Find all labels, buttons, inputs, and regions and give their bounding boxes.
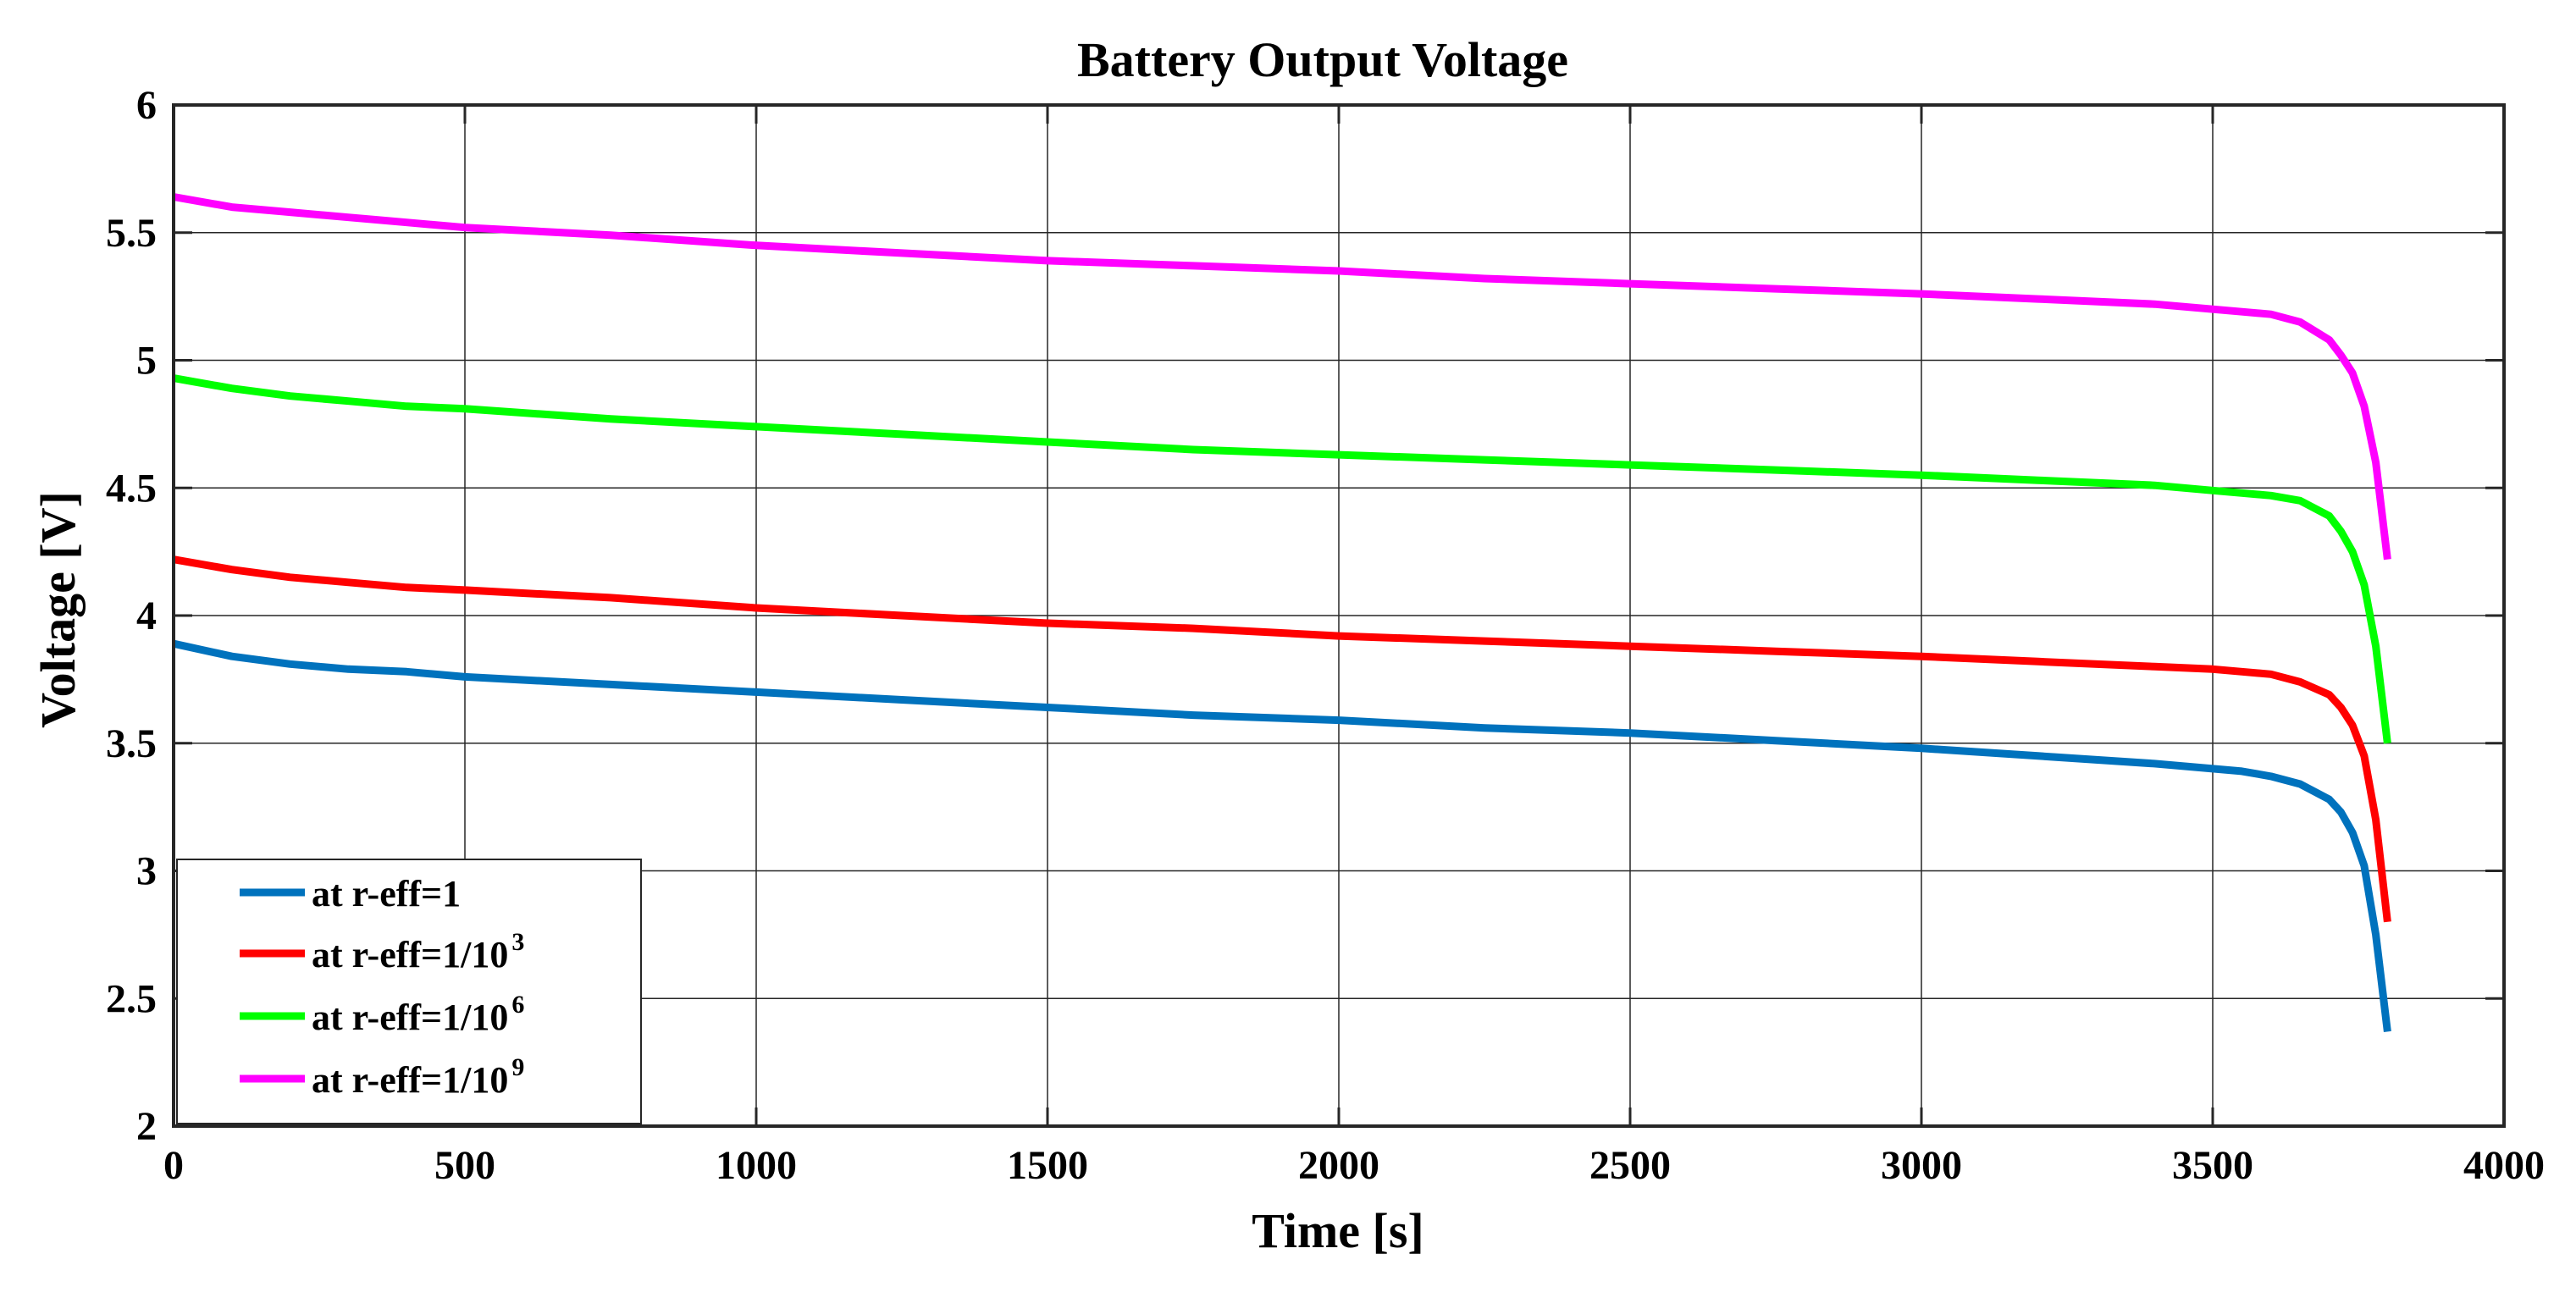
y-tick-label: 3.5: [106, 721, 157, 766]
y-tick-labels: 2 2.5 3 3.5 4 4.5 5 5.5 6: [106, 83, 157, 1149]
y-tick-label: 2: [136, 1104, 157, 1149]
legend: at r-eff=1 at r-eff=1/10 3 at r-eff=1/10 6 at…: [176, 859, 642, 1124]
x-tick-label: 500: [434, 1143, 495, 1188]
x-tick-label: 3500: [2172, 1143, 2253, 1188]
y-tick-label: 4.5: [106, 466, 157, 511]
legend-label-4: at r-eff=1/10 9: [312, 1053, 524, 1101]
x-tick-label: 0: [163, 1143, 184, 1188]
y-axis-label: Voltage [V]: [30, 491, 86, 728]
grid-lines: [173, 104, 2505, 1127]
series-lines: [173, 193, 2391, 1032]
y-tick-label: 6: [136, 83, 157, 128]
x-tick-labels: 0 500 1000 1500 2000 2500 3000 3500 4000: [163, 1143, 2545, 1188]
series-line-2: [173, 555, 2391, 923]
x-tick-label: 3000: [1881, 1143, 1962, 1188]
y-tick-label: 2.5: [106, 976, 157, 1021]
legend-label-2: at r-eff=1/10 3: [312, 928, 524, 975]
x-tick-label: 2000: [1298, 1143, 1379, 1188]
chart-title: Battery Output Voltage: [1077, 32, 1568, 87]
x-tick-label: 4000: [2463, 1143, 2545, 1188]
y-tick-label: 5: [136, 339, 157, 384]
series-line-4: [173, 193, 2391, 561]
series-line-1: [173, 639, 2391, 1032]
axis-ticks: [172, 103, 2506, 1128]
x-tick-label: 1000: [716, 1143, 797, 1188]
y-tick-label: 4: [136, 594, 157, 638]
series-line-3: [173, 374, 2391, 744]
x-tick-label: 1500: [1007, 1143, 1088, 1188]
x-tick-label: 2500: [1589, 1143, 1671, 1188]
x-axis-label: Time [s]: [1252, 1203, 1424, 1258]
y-tick-label: 5.5: [106, 211, 157, 256]
y-tick-label: 3: [136, 849, 157, 894]
legend-label-3: at r-eff=1/10 6: [312, 991, 524, 1038]
legend-label-1: at r-eff=1: [312, 873, 461, 914]
